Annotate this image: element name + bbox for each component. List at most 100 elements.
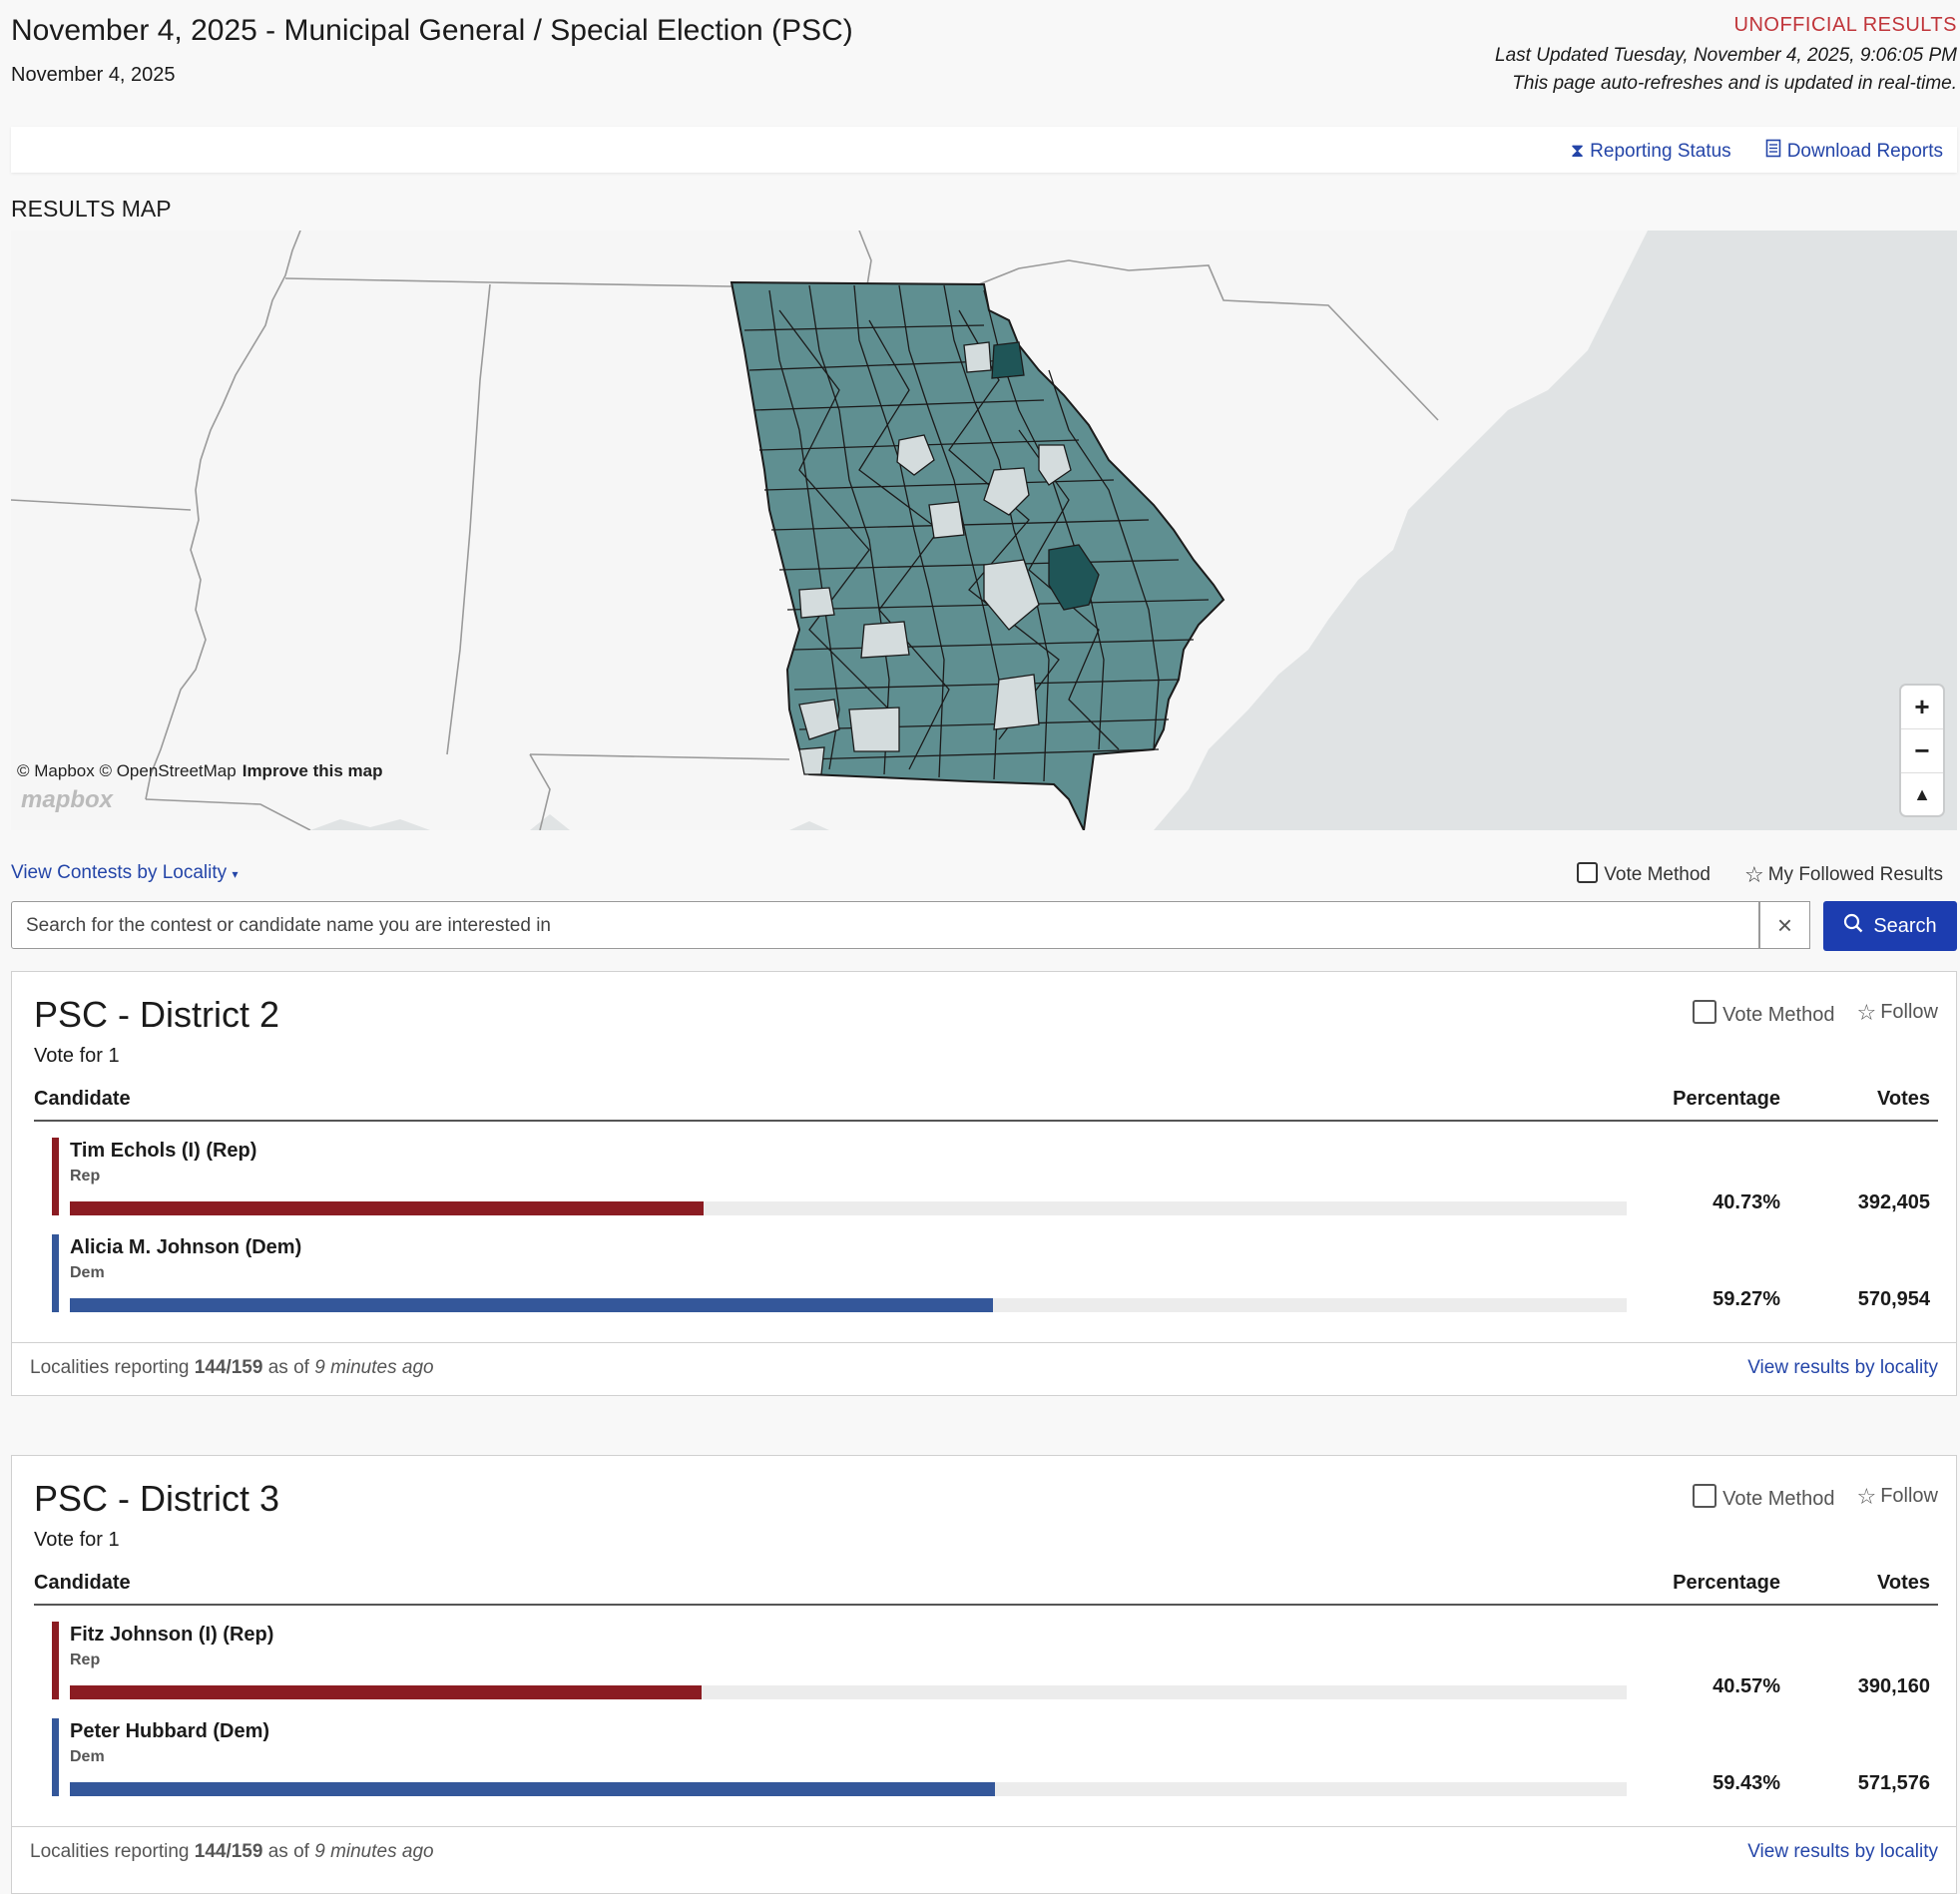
election-date: November 4, 2025 (11, 64, 176, 86)
star-icon: ☆ (1743, 862, 1764, 887)
candidate-percentage: 59.43% (1713, 1772, 1780, 1794)
results-table-header: Candidate Percentage Votes (34, 1088, 1938, 1122)
reporting-status-link[interactable]: ⧗ Reporting Status (1571, 139, 1731, 164)
ga-al-fl-border (145, 798, 311, 830)
vote-share-bar (70, 1782, 1627, 1796)
contest-footer: Localities reporting 144/159 as of 9 min… (12, 1826, 1956, 1879)
fl-east (529, 753, 551, 830)
vote-share-bar (70, 1685, 1627, 1699)
reporting-count: 144/159 (194, 1357, 263, 1378)
candidate-party: Rep (70, 1168, 101, 1184)
auto-refresh-text: This page auto-refreshes and is updated … (1512, 73, 1957, 94)
vote-share-fill (70, 1782, 996, 1796)
download-reports-link[interactable]: Download Reports (1765, 139, 1943, 164)
candidate-votes: 392,405 (1857, 1191, 1930, 1213)
al-ms-border (446, 283, 491, 755)
percentage-column-header: Percentage (1673, 1572, 1780, 1594)
zoom-out-button[interactable]: − (1901, 729, 1943, 773)
highlighted-counties (991, 341, 1100, 611)
vote-share-fill (70, 1298, 993, 1312)
search-button[interactable]: Search (1823, 901, 1957, 951)
map-attribution-text: © Mapbox © OpenStreetMap (17, 761, 237, 780)
reporting-label: Localities reporting (30, 1841, 190, 1862)
localities-reporting: Localities reporting 144/159 as of 9 min… (30, 1841, 434, 1863)
contest-vote-method-toggle[interactable]: Vote Method (1693, 1000, 1834, 1027)
last-updated-text: Last Updated Tuesday, November 4, 2025, … (1495, 45, 1957, 66)
as-of-label: as of (267, 1357, 309, 1378)
vote-for-text: Vote for 1 (34, 1045, 120, 1067)
follow-button[interactable]: ☆ Follow (1856, 1000, 1938, 1027)
vote-method-toggle[interactable]: Vote Method (1577, 862, 1711, 888)
follow-label: Follow (1880, 1001, 1938, 1023)
georgia-state (730, 280, 1225, 830)
no-result-counties (798, 341, 1072, 775)
as-of-label: as of (267, 1841, 309, 1862)
candidate-party: Rep (70, 1652, 101, 1668)
star-icon: ☆ (1856, 1000, 1877, 1025)
vote-for-text: Vote for 1 (34, 1529, 120, 1551)
view-contests-by-locality-dropdown[interactable]: View Contests by Locality ▾ (11, 862, 238, 884)
west-border (11, 499, 192, 511)
download-reports-label: Download Reports (1786, 140, 1943, 162)
map-attribution: © Mapbox © OpenStreetMap Improve this map (17, 761, 382, 781)
search-input[interactable]: Search for the contest or candidate name… (11, 901, 1759, 949)
compass-reset-button[interactable]: ▲ (1913, 784, 1931, 804)
followed-results-label: My Followed Results (1767, 864, 1943, 885)
mississippi-river-border (145, 231, 301, 800)
candidate-column-header: Candidate (34, 1088, 131, 1110)
filter-row: View Contests by Locality ▾ Vote Method … (11, 856, 1957, 892)
unofficial-badge: UNOFFICIAL RESULTS (1733, 14, 1957, 36)
candidate-name: Alicia M. Johnson (Dem) (70, 1236, 302, 1258)
view-results-by-locality-link[interactable]: View results by locality (1747, 1357, 1938, 1378)
mapbox-logo-text: mapbox (21, 786, 114, 813)
candidate-votes: 571,576 (1857, 1772, 1930, 1794)
reporting-status-label: Reporting Status (1590, 140, 1731, 162)
party-stripe (52, 1622, 59, 1699)
my-followed-results-link[interactable]: ☆ My Followed Results (1744, 862, 1943, 888)
reporting-time: 9 minutes ago (314, 1841, 434, 1862)
candidate-name: Fitz Johnson (I) (Rep) (70, 1624, 274, 1646)
mapbox-logo: mapbox (21, 786, 113, 814)
search-button-label: Search (1873, 914, 1937, 937)
map-zoom-controls: + − ▲ (1901, 686, 1943, 815)
reporting-time: 9 minutes ago (314, 1357, 434, 1378)
contest-vote-method-label: Vote Method (1722, 1488, 1835, 1510)
votes-column-header: Votes (1877, 1088, 1930, 1110)
vote-share-fill (70, 1685, 702, 1699)
candidate-row: Fitz Johnson (I) (Rep) Rep 40.57% 390,16… (52, 1622, 1938, 1699)
contest-card: PSC - District 3 Vote for 1 Vote Method … (11, 1455, 1957, 1894)
contest-vote-method-checkbox[interactable] (1693, 1484, 1717, 1508)
tn-north (858, 231, 872, 286)
view-results-by-locality-link[interactable]: View results by locality (1747, 1841, 1938, 1862)
follow-button[interactable]: ☆ Follow (1856, 1484, 1938, 1511)
vote-share-fill (70, 1201, 705, 1215)
reporting-count: 144/159 (194, 1841, 263, 1862)
party-stripe (52, 1234, 59, 1312)
reporting-label: Localities reporting (30, 1357, 190, 1378)
contest-footer: Localities reporting 144/159 as of 9 min… (12, 1342, 1956, 1395)
candidate-party: Dem (70, 1748, 105, 1765)
contest-vote-method-label: Vote Method (1722, 1004, 1835, 1026)
contest-vote-method-toggle[interactable]: Vote Method (1693, 1484, 1834, 1511)
contest-vote-method-checkbox[interactable] (1693, 1000, 1717, 1024)
search-bar: Search for the contest or candidate name… (11, 901, 1957, 951)
candidate-percentage: 59.27% (1713, 1288, 1780, 1310)
vote-method-label: Vote Method (1604, 864, 1711, 885)
results-map[interactable]: © Mapbox © OpenStreetMap Improve this map… (11, 231, 1957, 830)
localities-reporting: Localities reporting 144/159 as of 9 min… (30, 1357, 434, 1379)
zoom-in-button[interactable]: + (1901, 686, 1943, 729)
results-table-header: Candidate Percentage Votes (34, 1572, 1938, 1606)
candidate-row: Tim Echols (I) (Rep) Rep 40.73% 392,405 (52, 1138, 1938, 1215)
contest-title: PSC - District 2 (34, 994, 280, 1035)
improve-map-link[interactable]: Improve this map (242, 761, 383, 780)
search-icon (1843, 913, 1863, 939)
clear-search-button[interactable]: × (1759, 901, 1810, 949)
contest-title: PSC - District 3 (34, 1478, 280, 1519)
vote-method-checkbox[interactable] (1577, 862, 1599, 883)
candidate-votes: 570,954 (1857, 1288, 1930, 1310)
hourglass-icon: ⧗ (1570, 140, 1585, 162)
map-canvas[interactable] (11, 231, 1957, 830)
page: November 4, 2025 - Municipal General / S… (11, 0, 1957, 1894)
candidate-votes: 390,160 (1857, 1675, 1930, 1697)
candidate-percentage: 40.73% (1713, 1191, 1780, 1213)
